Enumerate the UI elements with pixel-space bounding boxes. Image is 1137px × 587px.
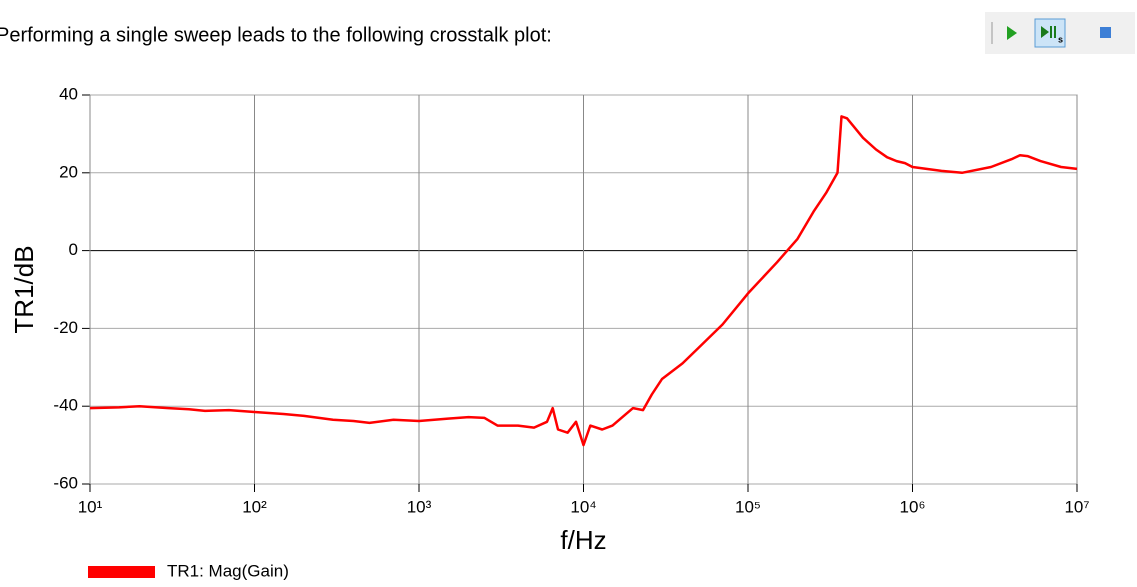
y-tick-label: 40: [59, 84, 78, 103]
data-line: [89, 115, 1078, 447]
y-tick-label: -60: [53, 473, 78, 492]
x-tick-label: 10³: [407, 497, 432, 516]
x-tick-label: 10⁶: [900, 497, 926, 516]
legend-label: TR1: Mag(Gain): [167, 561, 289, 580]
legend-swatch: [88, 566, 155, 578]
intro-text: Performing a single sweep leads to the f…: [0, 24, 552, 46]
single-sweep-icon: [1041, 26, 1056, 38]
x-axis-label: f/Hz: [560, 525, 606, 555]
x-tick-label: 10¹: [78, 497, 103, 516]
toolbar: s: [985, 12, 1135, 54]
stop-button[interactable]: [1100, 27, 1111, 38]
y-tick-label: -40: [53, 396, 78, 415]
run-button[interactable]: [1007, 26, 1017, 40]
y-tick-label: 0: [69, 240, 78, 259]
single-sweep-s: s: [1058, 34, 1063, 44]
x-tick-label: 10⁵: [735, 497, 761, 516]
x-tick-label: 10⁷: [1064, 497, 1089, 516]
y-tick-label: 20: [59, 162, 78, 181]
x-tick-label: 10²: [242, 497, 267, 516]
y-tick-label: -20: [53, 318, 78, 337]
x-tick-label: 10⁴: [570, 497, 596, 516]
y-axis-label: TR1/dB: [9, 245, 39, 333]
